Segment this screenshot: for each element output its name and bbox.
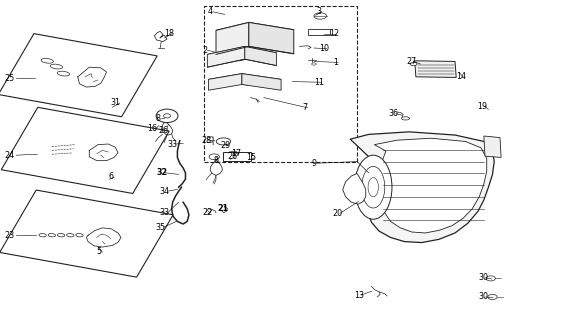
Ellipse shape [209, 154, 219, 160]
Text: 11: 11 [314, 78, 324, 87]
Polygon shape [209, 74, 242, 90]
Text: 1: 1 [334, 58, 338, 67]
Text: 26: 26 [228, 152, 238, 161]
Text: 5: 5 [97, 247, 101, 256]
Text: 22: 22 [202, 208, 213, 217]
Text: 6: 6 [108, 172, 113, 181]
Polygon shape [374, 138, 487, 233]
Text: 30: 30 [478, 273, 488, 282]
Ellipse shape [57, 71, 70, 76]
Polygon shape [207, 46, 245, 67]
Bar [204, 6, 357, 162]
Text: 20: 20 [332, 209, 343, 218]
Polygon shape [209, 74, 281, 85]
Polygon shape [216, 22, 294, 38]
Ellipse shape [67, 234, 74, 237]
Text: 8: 8 [214, 156, 218, 164]
Text: 16: 16 [147, 124, 158, 133]
Polygon shape [242, 74, 281, 90]
Text: 26: 26 [158, 126, 169, 135]
Text: 18: 18 [164, 29, 174, 38]
Ellipse shape [48, 234, 55, 237]
Text: 33: 33 [167, 140, 177, 148]
Text: 29: 29 [221, 141, 231, 150]
Text: 24: 24 [4, 151, 14, 160]
Text: 17: 17 [231, 149, 241, 158]
Text: 34: 34 [160, 187, 170, 196]
Ellipse shape [314, 13, 327, 19]
Ellipse shape [362, 166, 385, 208]
Text: 27: 27 [406, 57, 416, 66]
Bar [308, 29, 330, 35]
Polygon shape [207, 46, 276, 61]
Polygon shape [343, 173, 366, 204]
Text: 31: 31 [110, 98, 120, 107]
Text: 32: 32 [156, 168, 168, 177]
Text: 28: 28 [201, 136, 211, 145]
Ellipse shape [410, 62, 417, 66]
Text: 4: 4 [208, 7, 213, 16]
Ellipse shape [76, 234, 83, 237]
Polygon shape [249, 22, 294, 54]
Text: 12: 12 [329, 29, 339, 38]
Ellipse shape [401, 117, 410, 120]
Text: 10: 10 [319, 44, 329, 53]
Ellipse shape [164, 114, 170, 118]
Ellipse shape [39, 234, 46, 237]
Text: 2: 2 [203, 46, 207, 55]
Text: 33: 33 [159, 208, 169, 217]
Ellipse shape [488, 294, 497, 300]
Ellipse shape [58, 234, 65, 237]
Ellipse shape [41, 59, 54, 63]
Text: 13: 13 [354, 291, 364, 300]
Polygon shape [245, 46, 276, 66]
Text: 7: 7 [303, 103, 308, 112]
Ellipse shape [355, 155, 392, 219]
Text: 21: 21 [217, 204, 229, 213]
Ellipse shape [217, 138, 230, 145]
Text: 35: 35 [155, 223, 165, 232]
Ellipse shape [50, 64, 63, 69]
Text: 3: 3 [317, 7, 321, 16]
Text: 9: 9 [312, 159, 316, 168]
Text: 8: 8 [156, 114, 160, 123]
Polygon shape [484, 136, 501, 157]
Text: 36: 36 [388, 109, 399, 118]
Text: 14: 14 [456, 72, 466, 81]
Text: 25: 25 [4, 74, 14, 83]
Ellipse shape [156, 109, 178, 123]
Ellipse shape [486, 276, 495, 281]
Text: 30: 30 [478, 292, 488, 301]
Text: 23: 23 [4, 231, 14, 240]
Text: 15: 15 [247, 153, 257, 162]
Polygon shape [415, 61, 456, 77]
Polygon shape [350, 132, 494, 243]
Bar [223, 152, 251, 161]
Ellipse shape [368, 178, 378, 197]
Text: 19: 19 [478, 102, 488, 111]
Polygon shape [216, 22, 249, 54]
Ellipse shape [312, 63, 316, 65]
